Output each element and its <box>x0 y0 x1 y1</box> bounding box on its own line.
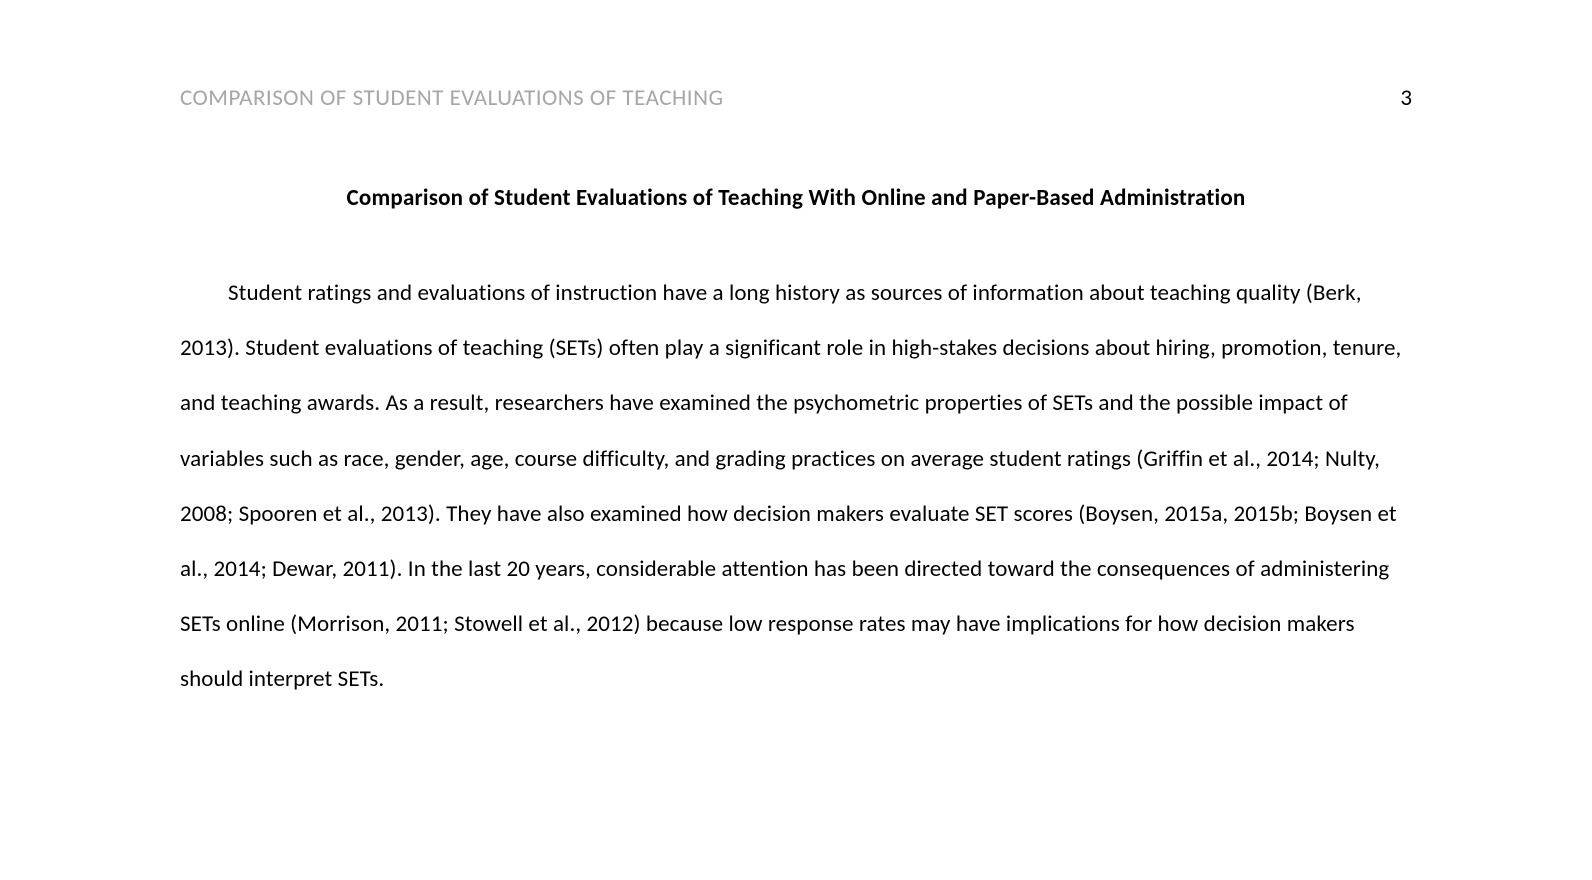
paper-title: Comparison of Student Evaluations of Tea… <box>180 184 1412 212</box>
body-paragraph: Student ratings and evaluations of instr… <box>180 266 1412 708</box>
document-page: COMPARISON OF STUDENT EVALUATIONS OF TEA… <box>0 0 1592 708</box>
paragraph-text: Student ratings and evaluations of instr… <box>180 279 1401 693</box>
page-number: 3 <box>1400 84 1412 112</box>
page-header: COMPARISON OF STUDENT EVALUATIONS OF TEA… <box>180 84 1412 112</box>
running-head-text: COMPARISON OF STUDENT EVALUATIONS OF TEA… <box>180 84 723 112</box>
